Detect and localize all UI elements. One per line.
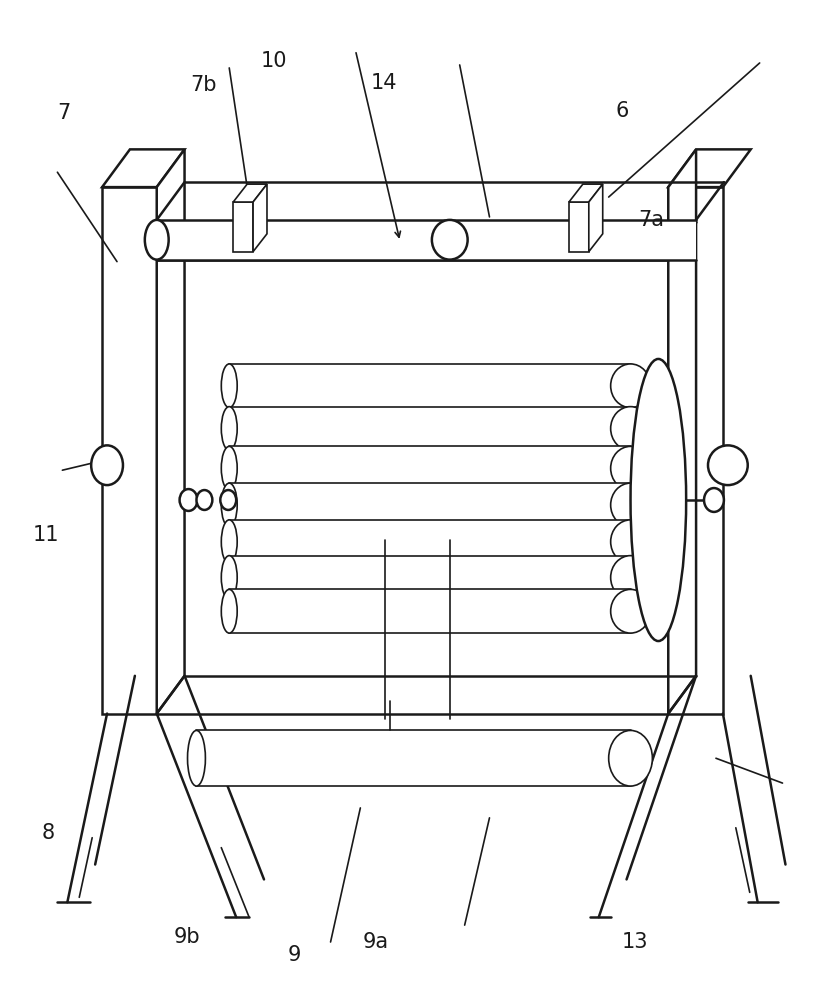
Polygon shape — [230, 446, 630, 490]
Polygon shape — [230, 520, 630, 564]
Bar — [102, 187, 157, 714]
Polygon shape — [589, 184, 603, 252]
Polygon shape — [230, 407, 630, 450]
Text: 10: 10 — [260, 51, 287, 71]
Ellipse shape — [708, 445, 748, 485]
Text: 7: 7 — [58, 103, 71, 123]
Ellipse shape — [610, 483, 650, 527]
Ellipse shape — [221, 520, 237, 564]
Ellipse shape — [221, 483, 237, 527]
Polygon shape — [230, 483, 630, 527]
Polygon shape — [230, 364, 630, 408]
Ellipse shape — [145, 220, 169, 260]
Bar — [668, 187, 723, 714]
Polygon shape — [197, 730, 630, 786]
Text: 7b: 7b — [191, 75, 217, 95]
Text: 13: 13 — [621, 932, 648, 952]
Polygon shape — [253, 184, 267, 252]
Ellipse shape — [221, 446, 237, 490]
Polygon shape — [668, 149, 751, 187]
Ellipse shape — [610, 589, 650, 633]
Ellipse shape — [610, 520, 650, 564]
Ellipse shape — [221, 407, 237, 450]
Ellipse shape — [221, 556, 237, 599]
Polygon shape — [569, 184, 603, 202]
Ellipse shape — [704, 488, 724, 512]
Bar — [569, 202, 589, 252]
Ellipse shape — [610, 364, 650, 408]
Ellipse shape — [609, 730, 653, 786]
Ellipse shape — [197, 490, 212, 510]
Bar — [233, 202, 253, 252]
Ellipse shape — [221, 364, 237, 408]
Text: 9a: 9a — [363, 932, 389, 952]
Ellipse shape — [221, 589, 237, 633]
Text: 7a: 7a — [638, 210, 664, 230]
Polygon shape — [230, 556, 630, 599]
Text: 14: 14 — [371, 73, 397, 93]
Text: 11: 11 — [32, 525, 59, 545]
Ellipse shape — [221, 490, 236, 510]
Polygon shape — [157, 149, 184, 714]
Text: 9: 9 — [287, 945, 301, 965]
Ellipse shape — [610, 556, 650, 599]
Ellipse shape — [432, 220, 468, 260]
Text: 9b: 9b — [174, 927, 201, 947]
Polygon shape — [102, 149, 184, 187]
Ellipse shape — [179, 489, 197, 511]
Ellipse shape — [610, 446, 650, 490]
Polygon shape — [668, 149, 696, 714]
Ellipse shape — [188, 730, 206, 786]
Polygon shape — [233, 184, 267, 202]
Ellipse shape — [610, 407, 650, 450]
Text: 6: 6 — [615, 101, 629, 121]
Polygon shape — [157, 220, 696, 260]
Polygon shape — [230, 589, 630, 633]
Text: 8: 8 — [41, 823, 55, 843]
Ellipse shape — [630, 359, 686, 641]
Ellipse shape — [91, 445, 123, 485]
